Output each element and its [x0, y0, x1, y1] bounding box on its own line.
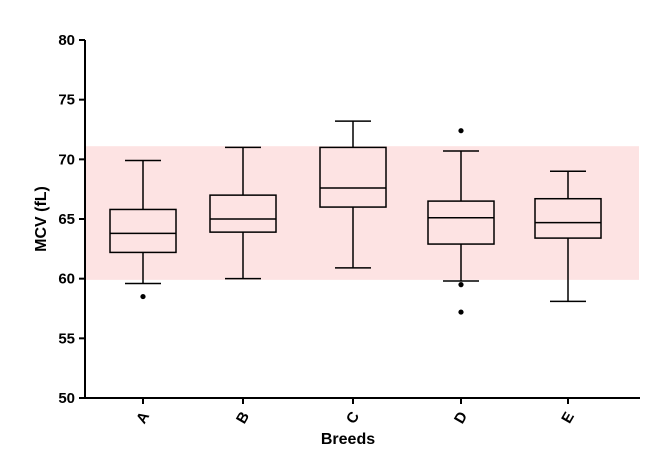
y-tick-label: 75	[58, 92, 75, 109]
box-D	[427, 128, 495, 315]
outlier-point	[140, 293, 146, 300]
y-tick-label: 50	[58, 390, 75, 407]
x-category-label: B	[233, 409, 253, 427]
interquartile-box	[319, 146, 387, 208]
box-C	[319, 120, 387, 269]
y-axis-title: MCV (fL)	[33, 186, 50, 252]
interquartile-box	[109, 208, 177, 254]
y-tick-label: 70	[58, 151, 75, 168]
box-E	[534, 170, 602, 303]
reference-range-band	[86, 146, 639, 280]
outlier-point	[458, 309, 464, 315]
box-B	[209, 146, 277, 280]
x-axis-title: Breeds	[321, 431, 375, 448]
interquartile-box	[427, 200, 495, 245]
y-tick-label: 55	[58, 330, 75, 347]
interquartile-box	[209, 194, 277, 233]
y-tick-label: 60	[58, 271, 75, 288]
x-category-label: D	[451, 409, 471, 427]
interquartile-box	[534, 197, 602, 239]
y-tick-label: 65	[58, 211, 75, 228]
outlier-point	[458, 128, 464, 134]
x-category-label: A	[133, 409, 153, 427]
outlier-point	[458, 282, 464, 288]
x-category-label: C	[343, 409, 363, 427]
x-category-label: E	[558, 409, 578, 426]
box-A	[109, 159, 177, 300]
y-tick-label: 80	[58, 32, 75, 49]
